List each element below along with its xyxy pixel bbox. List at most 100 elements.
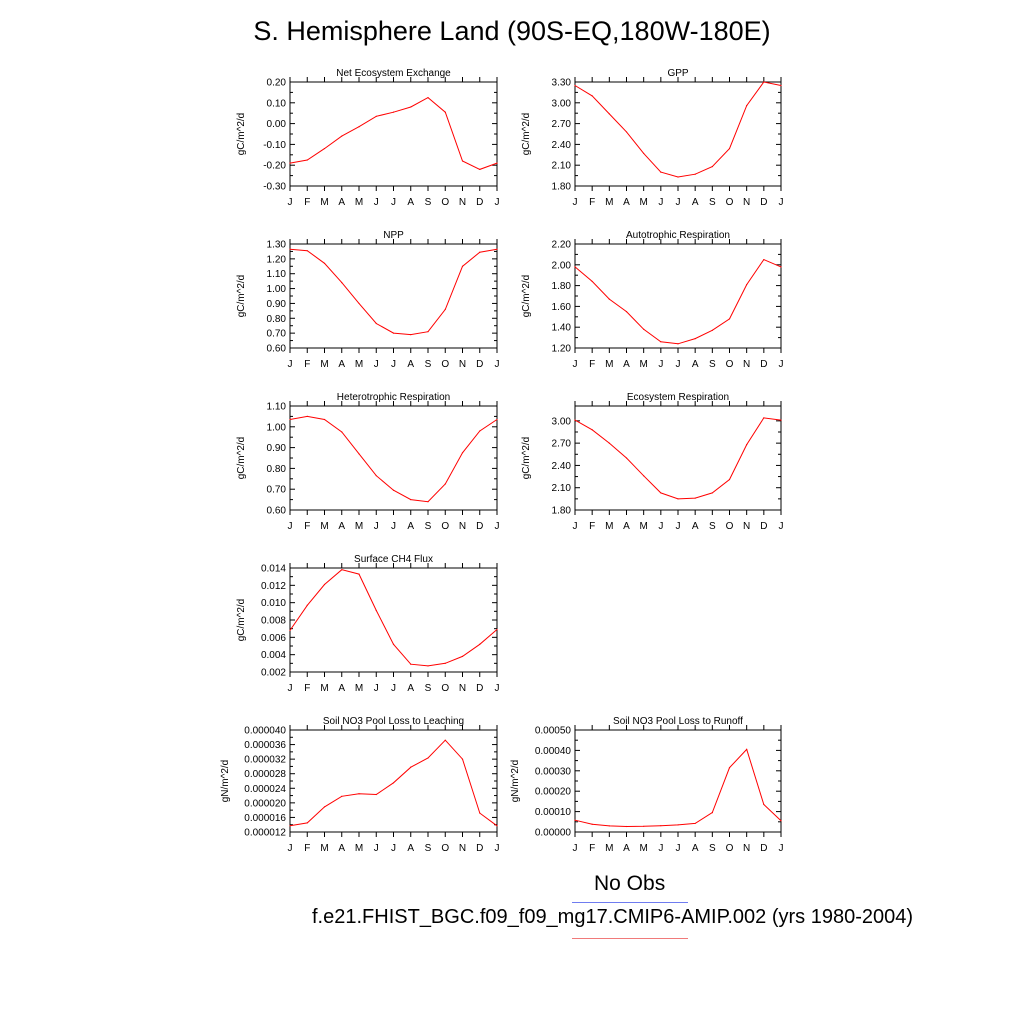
y-axis-label: gC/m^2/d (521, 113, 532, 156)
y-tick-label: 1.80 (552, 182, 572, 193)
y-tick-label: 1.80 (552, 506, 572, 517)
x-tick-label: J (676, 359, 681, 370)
x-tick-label: A (623, 359, 630, 370)
plot-frame (574, 729, 782, 833)
data-point (427, 331, 429, 333)
data-point (427, 501, 429, 503)
x-tick-label: J (658, 843, 663, 854)
chart-title: Net Ecosystem Exchange (336, 68, 451, 79)
x-tick-label: S (425, 521, 432, 532)
x-tick-label: S (425, 197, 432, 208)
data-point (306, 822, 308, 824)
plot-frame (289, 81, 498, 187)
x-tick-label: F (304, 197, 310, 208)
x-tick-label: M (320, 683, 328, 694)
data-point (392, 643, 395, 645)
plot-frame (574, 81, 782, 187)
x-tick-label: J (288, 197, 293, 208)
y-axis-label: gC/m^2/d (521, 437, 532, 480)
x-tick-label: M (355, 683, 363, 694)
x-tick-label: J (658, 521, 663, 532)
x-tick-label: S (709, 521, 716, 532)
x-tick-label: J (573, 197, 578, 208)
y-tick-label: 0.60 (267, 344, 287, 355)
data-point (694, 822, 696, 825)
x-tick-label: J (676, 197, 681, 208)
plot-frame (574, 405, 782, 511)
data-point (677, 824, 679, 826)
y-tick-label: 2.20 (552, 240, 572, 251)
x-tick-label: J (676, 521, 681, 532)
x-tick-label: M (320, 843, 328, 854)
y-axis-label: gC/m^2/d (236, 113, 247, 156)
y-axis-label: gC/m^2/d (236, 437, 247, 480)
data-point (479, 430, 481, 432)
data-point (643, 475, 645, 477)
data-point (461, 758, 464, 760)
data-point (625, 457, 628, 459)
data-point (444, 483, 446, 485)
y-tick-label: 0.00 (267, 119, 287, 130)
y-tick-label: 2.40 (552, 140, 572, 151)
y-tick-label: 3.30 (552, 78, 572, 89)
data-point (479, 812, 481, 814)
y-tick-label: 1.20 (552, 344, 572, 355)
x-tick-label: J (495, 359, 500, 370)
data-point (358, 302, 360, 305)
data-point (591, 429, 593, 431)
y-tick-label: 0.70 (267, 329, 287, 340)
data-point (479, 251, 481, 253)
x-tick-label: J (374, 843, 379, 854)
plot-frame (289, 729, 498, 833)
y-tick-label: 1.00 (267, 422, 287, 433)
data-point (625, 131, 628, 133)
data-point (410, 106, 412, 108)
y-tick-label: 0.000036 (244, 740, 286, 751)
data-point (375, 793, 377, 796)
data-point (780, 266, 782, 268)
x-tick-label: N (743, 843, 750, 854)
y-tick-label: 0.006 (261, 633, 286, 644)
data-point (341, 135, 343, 137)
x-tick-label: J (288, 521, 293, 532)
y-tick-label: 0.000032 (244, 755, 286, 766)
data-point (677, 176, 679, 178)
x-tick-label: M (320, 197, 328, 208)
y-axis-label: gC/m^2/d (236, 275, 247, 318)
x-tick-label: J (391, 521, 396, 532)
data-point (746, 748, 748, 750)
series-line (289, 248, 498, 336)
data-point (608, 825, 610, 827)
data-point (574, 84, 576, 87)
y-tick-label: 0.010 (261, 598, 286, 609)
x-tick-label: J (288, 683, 293, 694)
x-tick-label: J (779, 197, 784, 208)
x-tick-label: N (743, 197, 750, 208)
chart-title: GPP (667, 68, 688, 79)
y-tick-label: 0.000024 (244, 784, 286, 795)
y-tick-label: 0.000028 (244, 769, 286, 780)
x-tick-label: M (605, 197, 613, 208)
x-tick-label: F (304, 521, 310, 532)
data-point (289, 248, 291, 250)
y-axis-label: gC/m^2/d (236, 599, 247, 642)
x-tick-label: O (726, 521, 734, 532)
x-tick-label: J (374, 683, 379, 694)
y-tick-label: 1.00 (267, 284, 287, 295)
data-point (780, 820, 782, 822)
data-point (728, 767, 731, 769)
data-point (763, 417, 765, 419)
x-tick-label: O (441, 359, 449, 370)
data-point (358, 793, 360, 795)
x-tick-label: F (589, 197, 595, 208)
data-point (694, 338, 696, 340)
x-tick-label: D (760, 521, 767, 532)
x-tick-label: F (304, 843, 310, 854)
x-tick-label: A (692, 359, 699, 370)
series-line (574, 748, 782, 828)
y-tick-label: 0.00000 (535, 828, 572, 839)
y-tick-label: 0.000012 (244, 828, 286, 839)
data-point (289, 825, 291, 827)
